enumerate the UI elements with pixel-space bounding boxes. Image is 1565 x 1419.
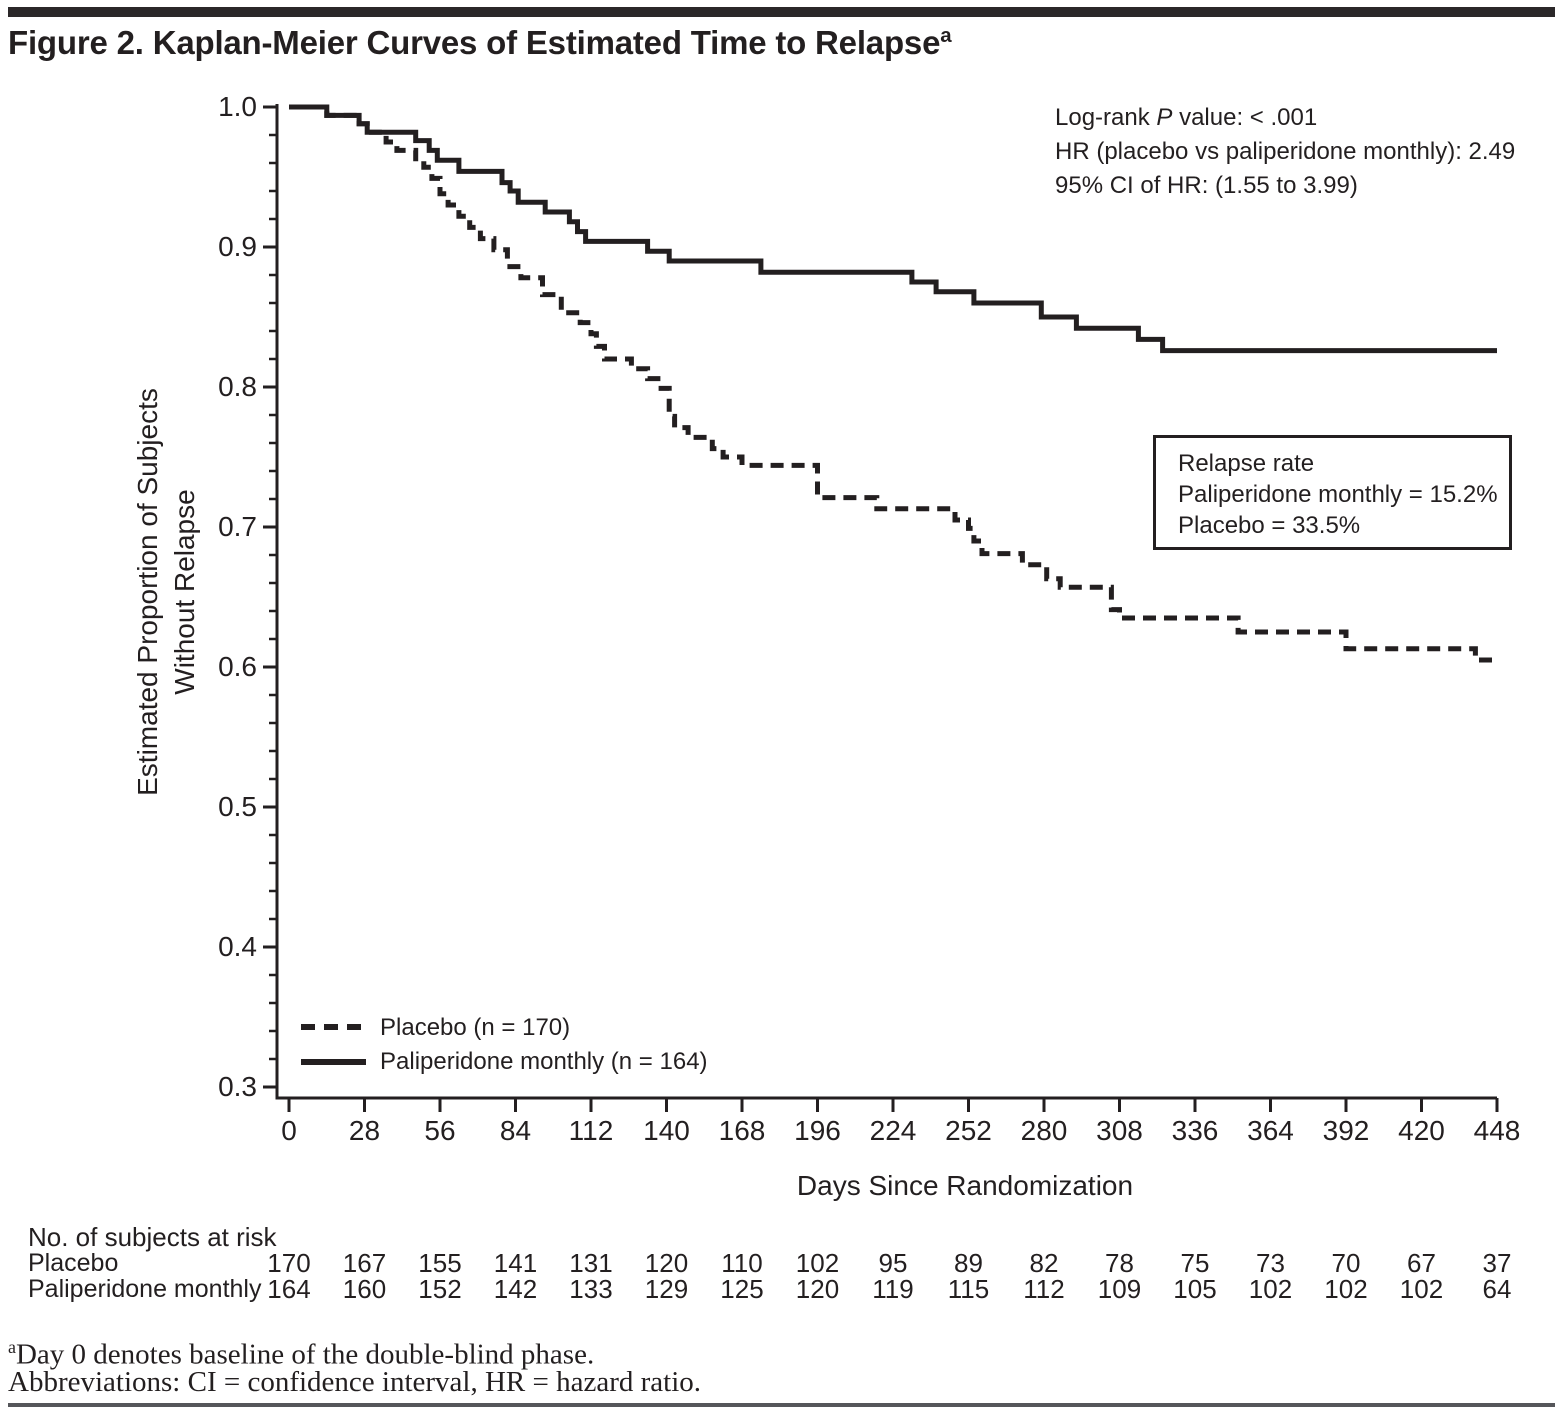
risk-count-placebo: 75 [1180, 1248, 1210, 1278]
risk-count-paliperidone: 160 [342, 1274, 387, 1304]
risk-table-title: No. of subjects at risk [28, 1222, 277, 1252]
legend-label-placebo: Placebo (n = 170) [380, 1014, 571, 1041]
risk-count-placebo: 120 [644, 1248, 689, 1278]
risk-count-paliperidone: 142 [493, 1274, 538, 1304]
risk-count-paliperidone: 102 [1324, 1274, 1368, 1304]
x-tick-label: 112 [568, 1115, 614, 1146]
risk-count-placebo: 102 [795, 1248, 840, 1278]
y-tick-label: 0.9 [218, 231, 257, 262]
y-axis-label: Estimated Proportion of Subjects Without… [129, 388, 203, 796]
y-tick-label: 0.6 [218, 651, 257, 682]
logrank-prefix: Log-rank [1055, 104, 1157, 131]
y-tick-label: 0.3 [218, 1071, 257, 1102]
x-tick-label: 252 [945, 1115, 992, 1146]
y-axis-label-line1: Estimated Proportion of Subjects [132, 388, 163, 796]
footnote-day0: aDay 0 denotes baseline of the double-bl… [8, 1330, 594, 1373]
logrank-line: Log-rank P value: < .001 [1055, 101, 1515, 135]
risk-count-paliperidone: 115 [947, 1274, 990, 1304]
risk-count-placebo: 95 [878, 1248, 908, 1278]
footnote-day0-text: Day 0 denotes baseline of the double-bli… [15, 1338, 595, 1371]
risk-count-paliperidone: 102 [1399, 1274, 1444, 1304]
x-tick-label: 196 [794, 1115, 841, 1146]
y-tick-label: 0.7 [218, 511, 257, 542]
risk-count-paliperidone: 133 [569, 1274, 613, 1304]
paliperidone-curve [289, 104, 1497, 354]
x-axis-label: Days Since Randomization [796, 1170, 1134, 1201]
x-tick-label: 224 [869, 1115, 917, 1146]
risk-count-placebo: 82 [1029, 1248, 1059, 1278]
risk-count-paliperidone: 102 [1248, 1274, 1293, 1304]
y-tick-label: 1.0 [218, 91, 257, 122]
x-tick-label: 168 [718, 1115, 766, 1146]
risk-count-paliperidone: 119 [872, 1274, 914, 1304]
figure-title-superscript: a [940, 24, 952, 47]
hazard-ratio-line: HR (placebo vs paliperidone monthly): 2.… [1055, 138, 1516, 165]
risk-count-placebo: 70 [1331, 1248, 1361, 1278]
risk-count-placebo: 131 [569, 1248, 613, 1278]
figure-title: Figure 2. Kaplan-Meier Curves of Estimat… [8, 24, 952, 62]
risk-count-placebo: 89 [954, 1248, 983, 1278]
risk-count-paliperidone: 109 [1097, 1274, 1142, 1304]
stats-annotation: Log-rank P value: < .001 HR (placebo vs … [1055, 101, 1515, 203]
footnote-abbreviations: Abbreviations: CI = confidence interval,… [8, 1366, 702, 1398]
bottom-rule-bar [8, 1403, 1555, 1407]
figure-title-text: Figure 2. Kaplan-Meier Curves of Estimat… [8, 24, 941, 61]
axis-lines [275, 104, 1497, 1100]
risk-count-paliperidone: 129 [644, 1274, 689, 1304]
x-tick-label: 56 [424, 1115, 456, 1146]
relapse-rate-placebo: Placebo = 33.5% [1178, 512, 1361, 539]
risk-count-placebo: 73 [1256, 1248, 1285, 1278]
risk-count-paliperidone: 112 [1023, 1274, 1065, 1304]
top-rule-bar [8, 7, 1555, 17]
risk-count-placebo: 141 [493, 1248, 538, 1278]
risk-count-paliperidone: 64 [1482, 1274, 1512, 1304]
risk-count-placebo: 155 [418, 1248, 462, 1278]
x-tick-label: 448 [1473, 1115, 1521, 1146]
risk-count-placebo: 78 [1105, 1248, 1134, 1278]
x-tick-label: 336 [1171, 1115, 1219, 1146]
relapse-rate-title: Relapse rate [1178, 450, 1315, 477]
logrank-p: P [1156, 104, 1173, 131]
ci-line: 95% CI of HR: (1.55 to 3.99) [1055, 172, 1358, 199]
x-tick-label: 84 [499, 1115, 532, 1146]
x-tick-label: 280 [1020, 1115, 1068, 1146]
risk-count-paliperidone: 125 [720, 1274, 764, 1304]
risk-count-paliperidone: 105 [1173, 1274, 1217, 1304]
risk-count-placebo: 170 [267, 1248, 311, 1278]
placebo-curve [289, 104, 1497, 663]
x-tick-label: 0 [281, 1115, 297, 1146]
x-tick-label: 392 [1322, 1115, 1370, 1146]
risk-count-placebo: 110 [721, 1248, 763, 1278]
y-tick-label: 0.5 [218, 791, 257, 822]
x-tick-label: 28 [348, 1115, 381, 1146]
footnote-superscript: a [8, 1337, 16, 1357]
x-tick-label: 364 [1247, 1115, 1294, 1146]
risk-count-placebo: 167 [342, 1248, 387, 1278]
risk-row-label-placebo: Placebo [28, 1249, 119, 1277]
x-tick-label: 308 [1096, 1115, 1143, 1146]
risk-count-placebo: 67 [1407, 1248, 1436, 1278]
y-tick-label: 0.8 [218, 371, 257, 402]
risk-row-label-paliperidone: Paliperidone monthly [28, 1275, 262, 1303]
relapse-rate-paliperidone: Paliperidone monthly = 15.2% [1178, 481, 1498, 508]
logrank-suffix: value: < .001 [1172, 104, 1318, 131]
risk-count-paliperidone: 164 [267, 1274, 311, 1304]
y-tick-label: 0.4 [218, 931, 257, 962]
risk-count-placebo: 37 [1482, 1248, 1512, 1278]
relapse-rate-box: Relapse rate Paliperidone monthly = 15.2… [1153, 435, 1512, 550]
legend-label-paliperidone: Paliperidone monthly (n = 164) [380, 1048, 708, 1075]
risk-count-paliperidone: 120 [795, 1274, 840, 1304]
x-tick-label: 420 [1398, 1115, 1445, 1146]
x-tick-label: 140 [643, 1115, 690, 1146]
y-axis-label-line2: Without Relapse [169, 489, 200, 695]
risk-count-paliperidone: 152 [418, 1274, 462, 1304]
